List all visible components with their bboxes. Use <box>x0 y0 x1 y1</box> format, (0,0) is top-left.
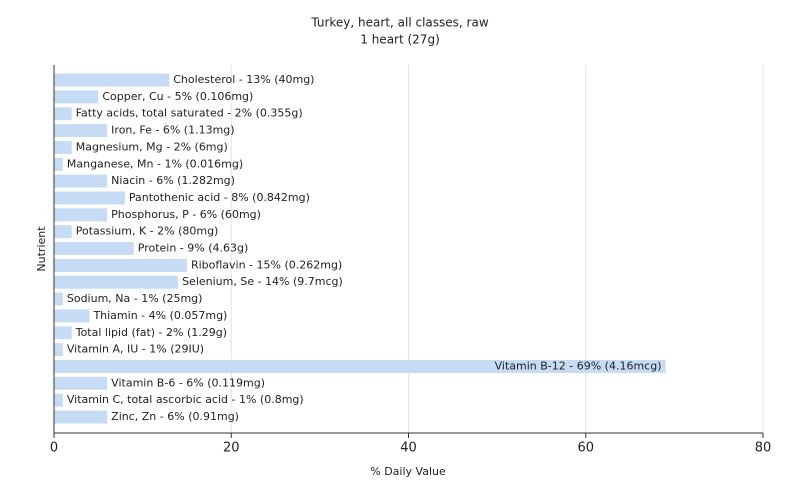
bar <box>54 343 63 357</box>
bar-label: Iron, Fe - 6% (1.13mg) <box>111 124 234 137</box>
bar-label: Sodium, Na - 1% (25mg) <box>67 292 203 305</box>
x-tick-label: 80 <box>755 441 772 456</box>
bar-label: Cholesterol - 13% (40mg) <box>173 73 314 86</box>
x-tick-label: 60 <box>577 441 594 456</box>
y-axis-label: Nutrient <box>35 226 48 272</box>
bar <box>54 275 179 289</box>
bar <box>54 326 72 340</box>
x-tick-label: 20 <box>223 441 240 456</box>
bar-label: Potassium, K - 2% (80mg) <box>76 225 219 238</box>
bar-label: Pantothenic acid - 8% (0.842mg) <box>129 191 310 204</box>
bar-label: Niacin - 6% (1.282mg) <box>111 174 235 187</box>
bar <box>54 225 72 239</box>
bar-label: Fatty acids, total saturated - 2% (0.355… <box>76 107 303 120</box>
bar <box>54 191 125 205</box>
bar-label: Magnesium, Mg - 2% (6mg) <box>76 140 228 153</box>
bar <box>54 140 72 154</box>
bar <box>54 174 108 188</box>
bar <box>54 393 63 407</box>
bar <box>54 258 187 272</box>
bar-label: Thiamin - 4% (0.057mg) <box>92 309 227 322</box>
bar <box>54 157 63 171</box>
bar-label: Vitamin A, IU - 1% (29IU) <box>67 343 204 356</box>
bar-label: Zinc, Zn - 6% (0.91mg) <box>111 410 239 423</box>
bar-label: Manganese, Mn - 1% (0.016mg) <box>67 157 243 170</box>
bar-label: Vitamin C, total ascorbic acid - 1% (0.8… <box>67 393 304 406</box>
chart-title: Turkey, heart, all classes, raw <box>310 16 488 30</box>
chart-subtitle: 1 heart (27g) <box>360 33 440 47</box>
bar-label: Total lipid (fat) - 2% (1.29g) <box>75 326 227 339</box>
bar <box>54 242 134 256</box>
bar-label: Selenium, Se - 14% (9.7mcg) <box>182 275 343 288</box>
bar <box>54 124 108 138</box>
bar <box>54 359 666 373</box>
x-axis-label: % Daily Value <box>370 465 446 478</box>
bar-label: Riboflavin - 15% (0.262mg) <box>191 258 342 271</box>
bar-label: Phosphorus, P - 6% (60mg) <box>111 208 261 221</box>
bar <box>54 73 170 87</box>
bar <box>54 376 108 390</box>
bar-label: Copper, Cu - 5% (0.106mg) <box>102 90 253 103</box>
bar-label: Protein - 9% (4.63g) <box>138 242 249 255</box>
bar-label: Vitamin B-12 - 69% (4.16mcg) <box>495 359 662 372</box>
bar <box>54 90 99 104</box>
bar <box>54 107 72 121</box>
x-tick-label: 40 <box>400 441 417 456</box>
bar <box>54 410 108 424</box>
x-tick-label: 0 <box>50 441 58 456</box>
bar <box>54 292 63 306</box>
bar-label: Vitamin B-6 - 6% (0.119mg) <box>111 376 265 389</box>
bar <box>54 208 108 222</box>
bar <box>54 309 90 323</box>
